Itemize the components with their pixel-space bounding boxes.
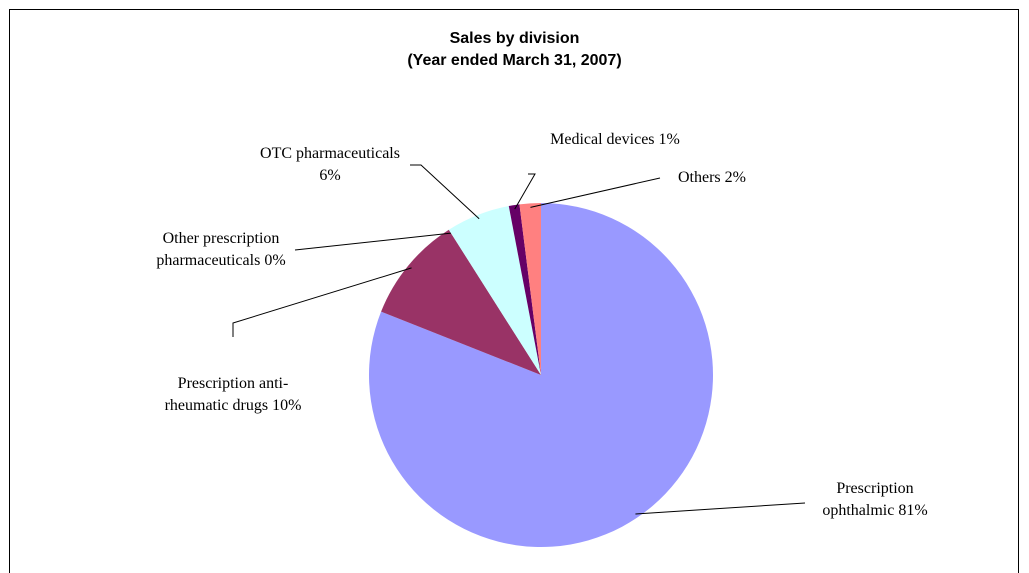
chart-frame: [9, 9, 1019, 573]
category-label: OTC pharmaceuticals: [260, 145, 400, 162]
data-label: Prescription ophthalmic 81%: [805, 478, 945, 522]
data-label: Other prescription pharmaceuticals 0%: [146, 228, 296, 272]
data-label: Others 2%: [652, 167, 772, 189]
leader-line: [530, 177, 661, 208]
leader-line: [294, 232, 452, 251]
category-label: Prescription anti-rheumatic drugs: [164, 375, 289, 414]
pie-slice: [519, 203, 541, 375]
value-label: 1%: [658, 131, 680, 148]
category-label: Other prescription pharmaceuticals: [156, 230, 280, 269]
pie-slice: [448, 206, 541, 375]
pie-slice: [381, 229, 541, 375]
leader-line: [232, 267, 412, 337]
data-label: OTC pharmaceuticals 6%: [250, 143, 410, 187]
value-label: 0%: [264, 252, 286, 269]
value-label: 6%: [319, 167, 341, 184]
leader-line: [514, 173, 536, 210]
category-label: Others: [678, 169, 721, 186]
data-label: Medical devices 1%: [485, 129, 745, 151]
value-label: 2%: [724, 169, 746, 186]
chart-subtitle: (Year ended March 31, 2007): [407, 52, 622, 69]
leader-line: [635, 502, 806, 515]
leader-line: [410, 164, 480, 220]
value-label: 81%: [898, 502, 928, 519]
data-label: Prescription anti-rheumatic drugs 10%: [153, 373, 313, 417]
pie-slice: [508, 204, 541, 375]
chart-title: Sales by division: [449, 30, 580, 47]
category-label: Prescription ophthalmic: [822, 480, 914, 519]
value-label: 10%: [272, 397, 302, 414]
category-label: Medical devices: [550, 131, 655, 148]
